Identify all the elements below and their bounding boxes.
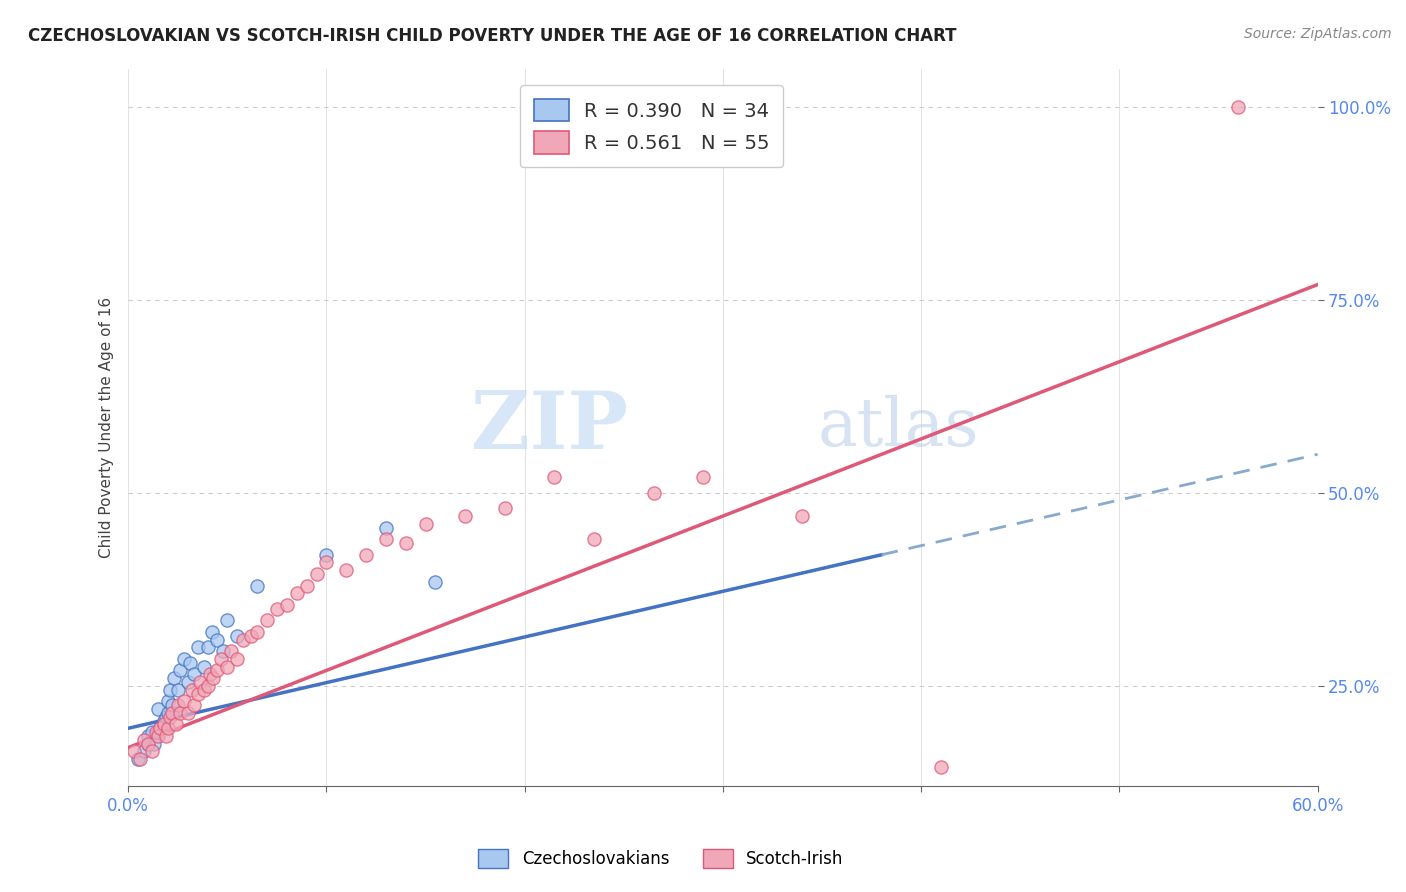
- Point: [454, 509, 477, 524]
- Point: [315, 555, 337, 569]
- Point: [149, 721, 172, 735]
- Point: [221, 644, 243, 658]
- Point: [136, 737, 159, 751]
- Point: [187, 640, 209, 655]
- Point: [177, 706, 200, 720]
- Point: [183, 698, 205, 712]
- Point: [212, 644, 235, 658]
- Point: [169, 664, 191, 678]
- Point: [143, 737, 166, 751]
- Point: [256, 613, 278, 627]
- Text: Source: ZipAtlas.com: Source: ZipAtlas.com: [1244, 27, 1392, 41]
- Point: [183, 667, 205, 681]
- Point: [166, 698, 188, 712]
- Point: [169, 706, 191, 720]
- Point: [155, 709, 177, 723]
- Y-axis label: Child Poverty Under the Age of 16: Child Poverty Under the Age of 16: [100, 297, 114, 558]
- Point: [122, 744, 145, 758]
- Point: [543, 470, 565, 484]
- Point: [180, 682, 202, 697]
- Point: [141, 744, 163, 758]
- Point: [132, 744, 155, 758]
- Point: [246, 578, 269, 592]
- Point: [146, 702, 169, 716]
- Point: [165, 717, 187, 731]
- Point: [159, 709, 181, 723]
- Point: [166, 682, 188, 697]
- Point: [315, 548, 337, 562]
- Point: [136, 737, 159, 751]
- Point: [240, 629, 263, 643]
- Point: [266, 601, 288, 615]
- Point: [643, 486, 665, 500]
- Text: atlas: atlas: [818, 394, 980, 460]
- Point: [232, 632, 254, 647]
- Point: [395, 536, 418, 550]
- Point: [285, 586, 308, 600]
- Point: [187, 687, 209, 701]
- Point: [156, 706, 179, 720]
- Point: [153, 717, 176, 731]
- Point: [494, 501, 516, 516]
- Point: [929, 760, 952, 774]
- Point: [200, 624, 222, 639]
- Point: [156, 721, 179, 735]
- Point: [179, 656, 201, 670]
- Point: [692, 470, 714, 484]
- Point: [209, 652, 232, 666]
- Point: [146, 725, 169, 739]
- Point: [217, 659, 239, 673]
- Point: [136, 729, 159, 743]
- Point: [141, 725, 163, 739]
- Point: [305, 566, 328, 581]
- Point: [197, 640, 219, 655]
- Text: CZECHOSLOVAKIAN VS SCOTCH-IRISH CHILD POVERTY UNDER THE AGE OF 16 CORRELATION CH: CZECHOSLOVAKIAN VS SCOTCH-IRISH CHILD PO…: [28, 27, 956, 45]
- Point: [177, 675, 200, 690]
- Point: [1227, 100, 1250, 114]
- Point: [425, 574, 447, 589]
- Legend: Czechoslovakians, Scotch-Irish: Czechoslovakians, Scotch-Irish: [472, 843, 849, 875]
- Point: [163, 671, 186, 685]
- Point: [207, 664, 229, 678]
- Point: [415, 516, 437, 531]
- Text: ZIP: ZIP: [471, 388, 627, 467]
- Point: [792, 509, 814, 524]
- Point: [374, 521, 396, 535]
- Point: [145, 725, 167, 739]
- Point: [583, 533, 606, 547]
- Point: [173, 694, 195, 708]
- Point: [202, 671, 225, 685]
- Point: [160, 706, 183, 720]
- Point: [295, 578, 318, 592]
- Point: [207, 632, 229, 647]
- Point: [149, 721, 172, 735]
- Point: [276, 598, 298, 612]
- Point: [354, 548, 377, 562]
- Point: [193, 682, 215, 697]
- Point: [160, 698, 183, 712]
- Point: [159, 682, 181, 697]
- Point: [226, 652, 249, 666]
- Point: [127, 752, 149, 766]
- Point: [197, 679, 219, 693]
- Point: [246, 624, 269, 639]
- Point: [146, 729, 169, 743]
- Point: [226, 629, 249, 643]
- Point: [335, 563, 357, 577]
- Point: [155, 729, 177, 743]
- Point: [132, 732, 155, 747]
- Point: [173, 652, 195, 666]
- Point: [156, 694, 179, 708]
- Legend: R = 0.390   N = 34, R = 0.561   N = 55: R = 0.390 N = 34, R = 0.561 N = 55: [520, 86, 783, 168]
- Point: [153, 714, 176, 728]
- Point: [129, 752, 152, 766]
- Point: [198, 667, 221, 681]
- Point: [217, 613, 239, 627]
- Point: [193, 659, 215, 673]
- Point: [188, 675, 211, 690]
- Point: [374, 533, 396, 547]
